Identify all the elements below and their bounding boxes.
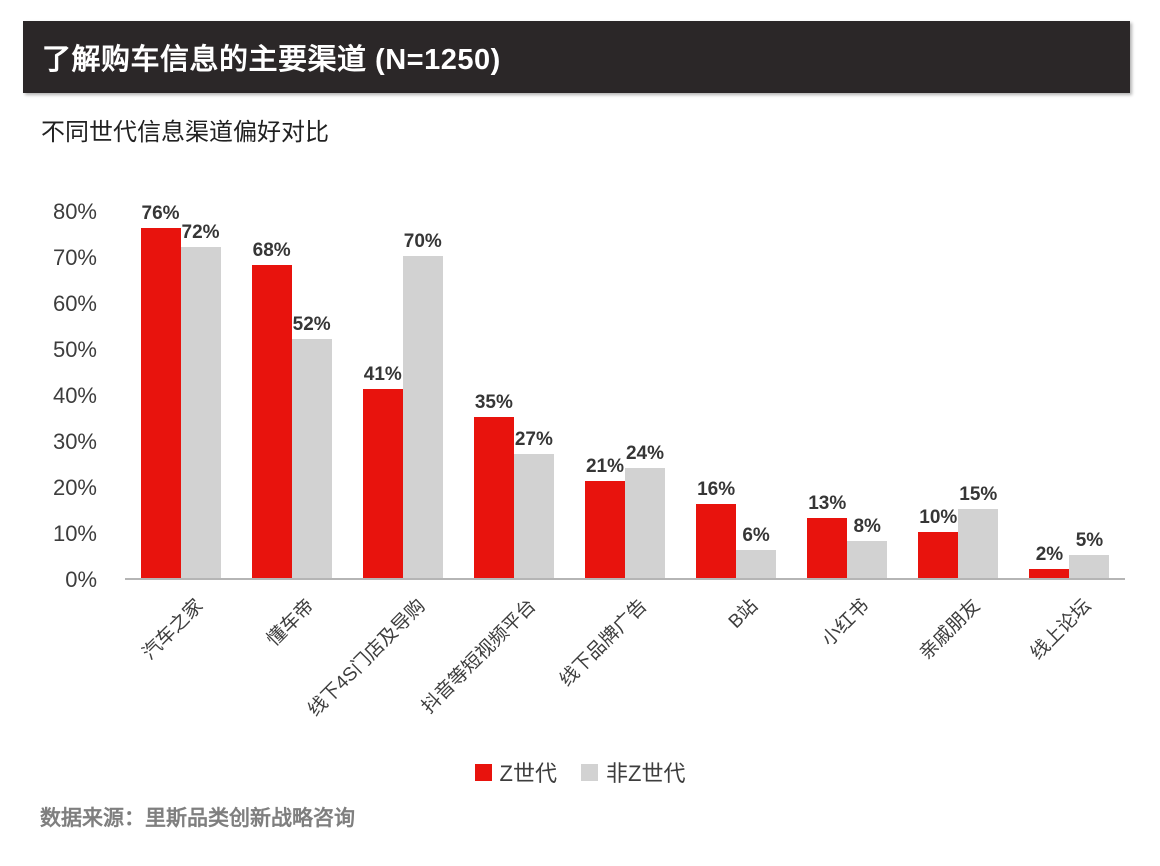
bar-Z世代: 16% [696,479,737,578]
legend-item: 非Z世代 [581,756,685,788]
x-tick-label: 小红书 [818,595,874,651]
bar-group: 21% 24% 线下品牌广告 [556,212,680,691]
y-tick-label: 0% [65,567,97,592]
bar-group: 35% 27% 抖音等短视频平台 [418,212,569,718]
bar-group: 13% 8% 小红书 [792,212,903,651]
y-axis: 0% 10% 20% 30% 40% 50% 60% 70% 80% [0,199,97,592]
bar-value-label: 70% [403,231,442,252]
bar-group: 68% 52% 懂车帝 [236,212,347,651]
x-tick-label: 线上论坛 [1027,595,1096,665]
bar-value-label: 68% [252,240,291,262]
bar-非Z世代: 27% [513,429,554,578]
bar-非Z世代: 5% [1069,530,1110,578]
bar-group: 41% 70% 线下4S门店及导购 [304,212,458,721]
bar-group: 16% 6% B站 [681,212,792,633]
bar-group: 76% 72% 汽车之家 [125,203,236,664]
bar-非Z世代: 70% [402,231,443,578]
bar-非Z世代: 52% [291,314,332,578]
y-tick-label: 40% [52,383,97,408]
x-tick-label: 抖音等短视频平台 [417,595,541,718]
bar-value-label: 21% [585,456,624,478]
x-tick-label: 汽车之家 [138,595,207,665]
bar-value-label: 52% [292,313,331,335]
bar-非Z世代: 6% [736,525,777,578]
bar-非Z世代: 15% [958,484,999,578]
page-title: 了解购车信息的主要渠道 (N=1250) [42,44,501,76]
data-source: 数据来源：里斯品类创新战略咨询 [40,807,355,830]
bar-Z世代: 76% [140,203,181,578]
bar-value-label: 27% [514,428,553,450]
y-tick-label: 80% [52,199,97,224]
bar-value-label: 10% [919,507,958,528]
x-tick-label: B站 [725,595,763,633]
bar-value-label: 15% [959,484,998,505]
bar-value-label: 8% [853,516,881,538]
bar-Z世代: 21% [584,456,625,578]
legend-item: Z世代 [474,756,557,788]
bar-Z世代: 35% [473,392,514,578]
bar-value-label: 16% [697,479,736,501]
x-tick-label: 线下4S门店及导购 [303,595,430,721]
bar-Z世代: 10% [918,507,959,578]
plot-area: 76% 72% 汽车之家 68% 52% 懂车帝 41% 70% 线下4S门店及导购 35% 27%… [125,203,1125,721]
bar-value-label: 6% [742,525,770,547]
x-tick-label: 亲戚朋友 [916,595,985,665]
legend-label: Z世代 [499,761,557,786]
bar-非Z世代: 8% [847,516,888,578]
y-tick-label: 60% [52,291,97,316]
bar-Z世代: 68% [251,240,292,578]
bar-value-label: 24% [625,442,664,464]
bar-group: 10% 15% 亲戚朋友 [903,212,1014,664]
bar-value-label: 76% [141,203,180,225]
y-tick-label: 50% [52,337,97,362]
bar-value-label: 72% [181,221,220,243]
x-tick-label: 懂车帝 [262,595,319,651]
bar-value-label: 2% [1035,543,1064,565]
bar-value-label: 13% [808,493,847,515]
bar-value-label: 5% [1075,530,1104,551]
bar-value-label: 41% [363,364,402,386]
bar-Z世代: 41% [362,364,403,578]
bar-非Z世代: 24% [624,443,665,578]
bar-value-label: 35% [474,392,513,413]
bar-Z世代: 2% [1029,544,1070,578]
y-tick-label: 20% [52,475,97,500]
y-tick-label: 10% [52,521,97,546]
legend-swatch [474,763,492,781]
y-tick-label: 30% [52,429,97,454]
x-tick-label: 线下品牌广告 [555,595,652,692]
title-bar: 了解购车信息的主要渠道 (N=1250) [23,21,1130,93]
chart-subtitle: 不同世代信息渠道偏好对比 [41,119,329,146]
y-tick-label: 70% [52,245,97,270]
bar-非Z世代: 72% [180,222,221,578]
bar-chart: 0% 10% 20% 30% 40% 50% 60% 70% 80% 76% 72% 汽车之家 68%… [0,199,1125,721]
legend-label: 非Z世代 [606,761,686,786]
chart-legend: Z世代 非Z世代 [0,756,1160,788]
legend-swatch [581,763,598,781]
bar-group: 2% 5% 线上论坛 [1014,212,1125,664]
bar-Z世代: 13% [807,493,848,578]
